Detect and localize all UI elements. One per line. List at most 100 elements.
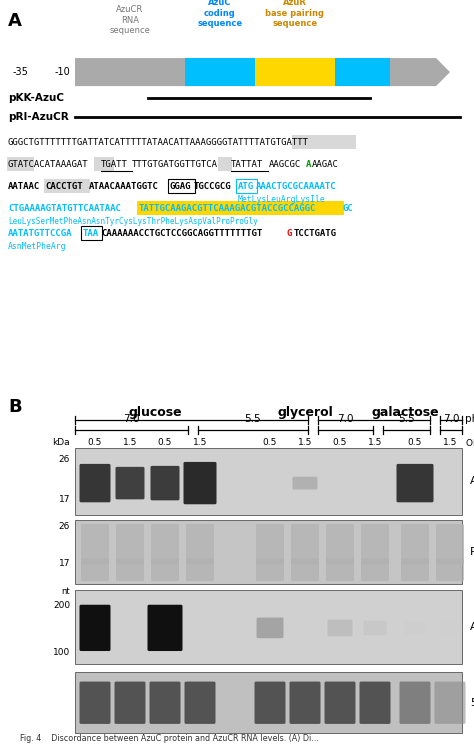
Text: nt: nt [61, 587, 70, 596]
FancyBboxPatch shape [116, 559, 144, 581]
Text: OD$_{600}$: OD$_{600}$ [465, 438, 474, 451]
Text: -35: -35 [12, 67, 28, 77]
Text: -10: -10 [54, 67, 70, 77]
Text: TGATT: TGATT [101, 160, 128, 169]
Text: CACCTGT: CACCTGT [45, 182, 83, 191]
Text: MetLysLeuArgLysIle: MetLysLeuArgLysIle [237, 195, 325, 204]
Text: GC: GC [343, 204, 354, 213]
Bar [137, 201, 344, 216]
Text: 1.5: 1.5 [443, 438, 457, 447]
FancyBboxPatch shape [80, 605, 110, 651]
Bar [292, 135, 356, 149]
Text: AzuCR
RNA
sequence: AzuCR RNA sequence [109, 5, 150, 35]
Text: TATTGCAAGACGTTCAAAGACGTACCGCCAGGC: TATTGCAAGACGTTCAAAGACGTACCGCCAGGC [138, 204, 316, 213]
Bar [44, 179, 90, 193]
Text: glycerol: glycerol [277, 406, 333, 419]
Bar [335, 58, 390, 86]
FancyBboxPatch shape [256, 617, 283, 638]
Text: 100: 100 [53, 648, 70, 657]
Text: CAAAAAACCTGCTCCGGCAGGTTTTTTTGT: CAAAAAACCTGCTCCGGCAGGTTTTTTTGT [101, 229, 262, 238]
FancyBboxPatch shape [80, 682, 110, 724]
FancyBboxPatch shape [359, 682, 391, 724]
Text: 17: 17 [58, 559, 70, 569]
Bar [75, 520, 462, 584]
FancyBboxPatch shape [439, 623, 461, 633]
Text: AAACTGCGCAAAATC: AAACTGCGCAAAATC [256, 182, 337, 191]
FancyBboxPatch shape [256, 559, 284, 581]
FancyBboxPatch shape [436, 559, 464, 581]
FancyBboxPatch shape [328, 620, 353, 636]
Text: AAGCGC: AAGCGC [268, 160, 301, 169]
FancyBboxPatch shape [147, 605, 182, 651]
Text: TCCTGATG: TCCTGATG [293, 229, 336, 238]
Text: 1.5: 1.5 [123, 438, 137, 447]
Bar [168, 179, 195, 193]
Text: AzuCR: AzuCR [470, 623, 474, 632]
Bar [7, 157, 34, 171]
Text: TGCCGCG: TGCCGCG [194, 182, 232, 191]
FancyBboxPatch shape [361, 559, 389, 581]
Bar [94, 157, 114, 171]
Text: ATAACAAATGGTC: ATAACAAATGGTC [89, 182, 158, 191]
Text: 0.5: 0.5 [88, 438, 102, 447]
FancyBboxPatch shape [435, 682, 465, 724]
Text: 1.5: 1.5 [298, 438, 312, 447]
Text: GGGCTGTTTTTTTGATTATCATTTTTATAACATTAAAGGGGTATTTTATGTGATTT: GGGCTGTTTTTTTGATTATCATTTTTATAACATTAAAGGG… [8, 137, 309, 146]
Text: pKK-AzuC: pKK-AzuC [8, 93, 64, 103]
Text: 7.0: 7.0 [123, 414, 139, 424]
Bar [75, 672, 462, 733]
Text: 1.5: 1.5 [368, 438, 382, 447]
Text: B: B [8, 398, 22, 416]
Text: G: G [287, 229, 292, 238]
FancyBboxPatch shape [80, 464, 110, 502]
Text: 0.5: 0.5 [158, 438, 172, 447]
FancyBboxPatch shape [151, 524, 179, 564]
Text: 7.0: 7.0 [337, 414, 353, 424]
FancyBboxPatch shape [256, 524, 284, 564]
Bar [185, 58, 255, 86]
FancyBboxPatch shape [291, 559, 319, 581]
Text: kDa: kDa [52, 438, 70, 447]
Text: CTGAAAAGTATGTTCAATAAC: CTGAAAAGTATGTTCAATAAC [8, 204, 121, 213]
Text: GGAG: GGAG [169, 182, 191, 191]
FancyBboxPatch shape [292, 477, 318, 490]
Bar [82, 226, 102, 240]
FancyBboxPatch shape [184, 682, 216, 724]
Text: 5.5: 5.5 [399, 414, 415, 424]
Text: 1.5: 1.5 [193, 438, 207, 447]
FancyBboxPatch shape [404, 622, 426, 635]
Text: galactose: galactose [371, 406, 439, 419]
FancyBboxPatch shape [291, 524, 319, 564]
Text: AsnMetPheArg: AsnMetPheArg [8, 242, 66, 251]
Text: ATG: ATG [237, 182, 254, 191]
FancyBboxPatch shape [364, 620, 386, 635]
Text: 0.5: 0.5 [263, 438, 277, 447]
FancyBboxPatch shape [290, 682, 320, 724]
Text: 5.5: 5.5 [245, 414, 261, 424]
Bar [75, 448, 462, 514]
Bar [75, 590, 462, 665]
Text: pH: pH [465, 414, 474, 424]
Text: glucose: glucose [128, 406, 182, 419]
Text: TTTGTGATGGTTGTCA: TTTGTGATGGTTGTCA [132, 160, 218, 169]
Text: TATTAT: TATTAT [231, 160, 264, 169]
FancyBboxPatch shape [361, 524, 389, 564]
Text: AATATGTTCCGA: AATATGTTCCGA [8, 229, 73, 238]
FancyBboxPatch shape [255, 682, 285, 724]
Text: 7.0: 7.0 [443, 414, 459, 424]
Text: AzuC-SPA: AzuC-SPA [470, 476, 474, 486]
Text: AATAAC: AATAAC [8, 182, 40, 191]
Text: 26: 26 [59, 522, 70, 531]
Text: AzuR
base pairing
sequence: AzuR base pairing sequence [265, 0, 325, 28]
FancyBboxPatch shape [186, 559, 214, 581]
FancyBboxPatch shape [326, 559, 354, 581]
FancyBboxPatch shape [116, 467, 145, 499]
Text: 17: 17 [58, 496, 70, 505]
Text: pRI-AzuCR: pRI-AzuCR [8, 112, 69, 122]
Text: Fig. 4    Discordance between AzuC protein and AzuCR RNA levels. (A) Di...: Fig. 4 Discordance between AzuC protein … [20, 734, 319, 743]
FancyBboxPatch shape [115, 682, 146, 724]
FancyBboxPatch shape [151, 466, 180, 500]
Bar [255, 58, 335, 86]
FancyBboxPatch shape [81, 524, 109, 564]
FancyBboxPatch shape [400, 682, 430, 724]
